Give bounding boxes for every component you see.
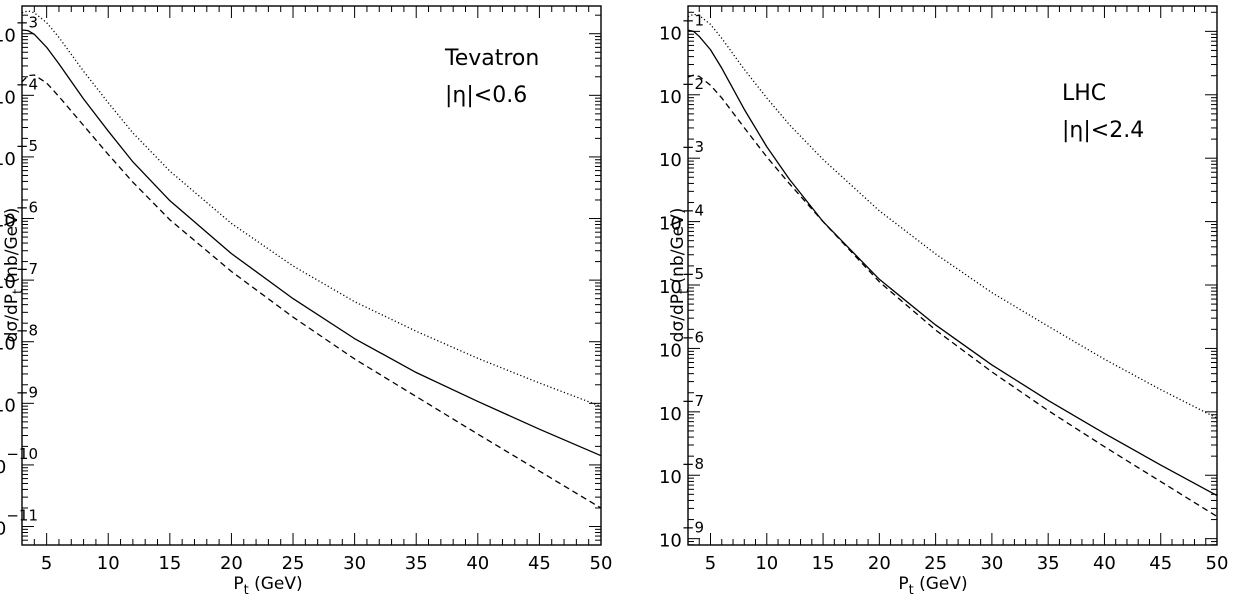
x-tick-label: 25: [282, 553, 305, 574]
x-tick-label: 25: [924, 553, 947, 574]
y-tick-label: 10−1: [659, 11, 704, 44]
x-tick-label: 40: [1093, 553, 1116, 574]
x-tick-label: 45: [528, 553, 551, 574]
x-tick-label: 20: [868, 553, 891, 574]
annotation-collider: LHC: [1062, 81, 1106, 106]
x-tick-label: 10: [755, 553, 778, 574]
x-axis-label: Pt (GeV): [898, 574, 967, 594]
annotation-collider: Tevatron: [444, 46, 539, 71]
x-tick-label: 50: [1206, 553, 1229, 574]
x-tick-label: 15: [812, 553, 835, 574]
x-tick-label: 35: [405, 553, 428, 574]
series-line-solid: [687, 29, 1218, 497]
plot-frame: [687, 5, 1218, 546]
series-line-dashed: [21, 74, 602, 509]
y-tick-label: 10−7: [659, 392, 704, 425]
x-axis-label: Pt (GeV): [233, 574, 302, 594]
y-tick-label: 10−8: [659, 455, 704, 488]
x-tick-label: 45: [1149, 553, 1172, 574]
y-tick-label: 10−3: [0, 14, 38, 47]
annotation-eta-cut: |η|<2.4: [1062, 118, 1144, 143]
y-axis-label: dσ/dPt (nb/GeV): [2, 208, 26, 343]
x-tick-label: 20: [220, 553, 243, 574]
series-line-solid: [21, 29, 602, 457]
y-tick-label: 10−11: [0, 507, 38, 540]
series-line-dotted: [21, 10, 602, 408]
x-tick-label: 50: [590, 553, 613, 574]
x-tick-label: 40: [466, 553, 489, 574]
y-tick-label: 10−10: [0, 445, 38, 478]
panel-tevatron: 510152025303540455010−310−410−510−610−71…: [0, 5, 613, 594]
panel-lhc: 5 10 15 20 25 30 35 40 45 5010−110−210−310−410−51…: [659, 5, 1229, 594]
series-line-dotted: [687, 13, 1218, 419]
y-tick-label: 10−2: [659, 75, 704, 108]
series-line-dashed: [687, 74, 1218, 518]
x-tick-label: 35: [1037, 553, 1060, 574]
x-tick-label: 15: [158, 553, 181, 574]
x-tick-label: 30: [343, 553, 366, 574]
annotation-eta-cut: |η|<0.6: [445, 83, 527, 108]
plot-frame: [21, 5, 602, 546]
x-tick-label: 30: [980, 553, 1003, 574]
x-tick-label: 10: [97, 553, 120, 574]
x-tick-label: 5: [705, 553, 716, 574]
y-axis-label: dσ/dPt (nb/GeV): [668, 208, 692, 343]
y-tick-label: 10−3: [659, 138, 704, 171]
y-tick-label: 10−4: [0, 75, 38, 108]
y-tick-label: 10−9: [0, 383, 38, 416]
y-tick-label: 10−5: [0, 137, 38, 170]
x-tick-label: 5: [41, 553, 52, 574]
y-tick-label: 10−9: [659, 519, 704, 552]
